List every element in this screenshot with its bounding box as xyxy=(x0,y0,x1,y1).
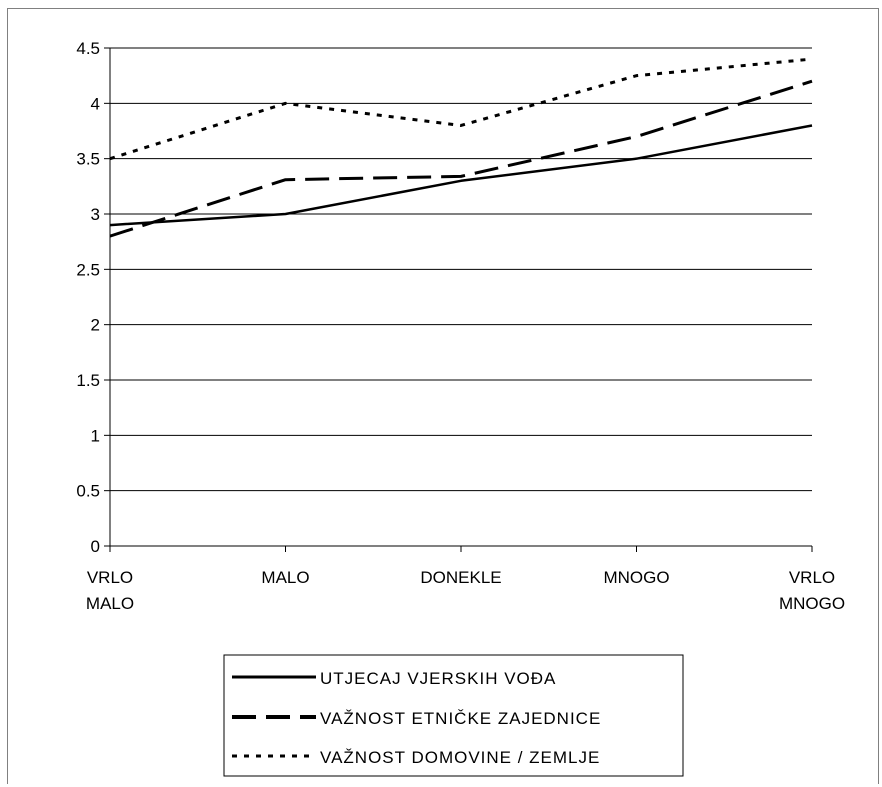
x-tick-label: VRLO MALO xyxy=(86,568,134,613)
series-line-2 xyxy=(109,79,813,238)
series-lines xyxy=(109,57,813,238)
y-tick-label: 1 xyxy=(91,426,100,445)
x-tick-labels: VRLO MALO MALO DONEKLE MNOGO VRLO MNOGO xyxy=(86,568,845,613)
legend: UTJECAJ VJERSKIH VOĐA VAŽNOST ETNIČKE ZA… xyxy=(223,654,684,777)
x-tick-label: VRLO MNOGO xyxy=(779,568,845,613)
legend-label-utjecaj: UTJECAJ VJERSKIH VOĐA xyxy=(320,669,556,688)
x-tick-label: DONEKLE xyxy=(420,568,501,587)
y-tick-label: 2.5 xyxy=(76,260,100,279)
series-line-1 xyxy=(109,124,813,227)
axes xyxy=(104,47,813,552)
y-tick-label: 0 xyxy=(91,537,100,556)
y-tick-labels: 0 0.5 1 1.5 2 2.5 3 3.5 4 4.5 xyxy=(76,39,100,556)
x-tick-label: MALO xyxy=(261,568,309,587)
y-tick-label: 3 xyxy=(91,205,100,224)
legend-label-domovine: VAŽNOST DOMOVINE / ZEMLJE xyxy=(320,748,600,767)
y-tick-label: 3.5 xyxy=(76,150,100,169)
legend-label-etnicke: VAŽNOST ETNIČKE ZAJEDNICE xyxy=(320,709,601,728)
y-tick-label: 4.5 xyxy=(76,39,100,58)
y-tick-label: 4 xyxy=(91,94,100,113)
series-line-3 xyxy=(109,57,813,161)
y-tick-label: 0.5 xyxy=(76,482,100,501)
x-tick-label: MNOGO xyxy=(603,568,669,587)
y-tick-label: 2 xyxy=(91,316,100,335)
gridlines xyxy=(110,47,812,492)
y-tick-label: 1.5 xyxy=(76,371,100,390)
chart-frame xyxy=(7,8,879,784)
